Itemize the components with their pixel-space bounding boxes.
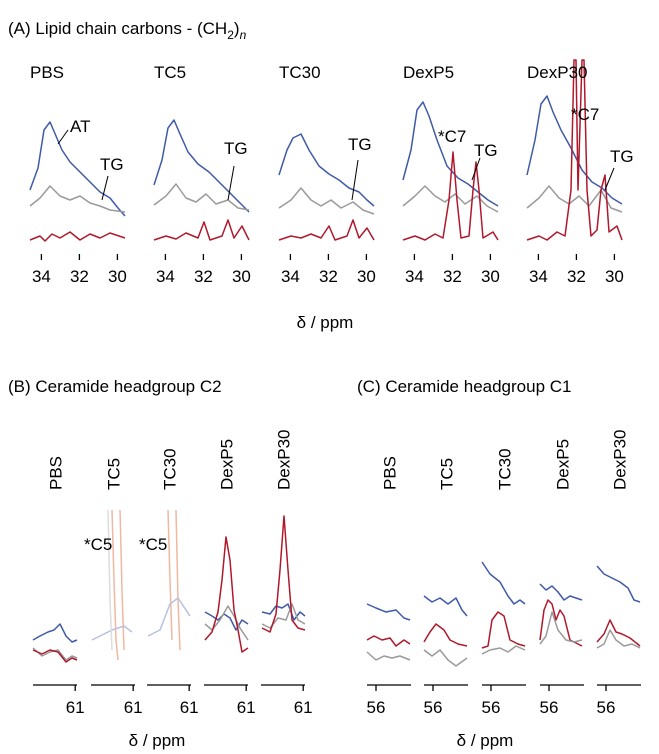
x-tick-label: 32 [194,267,213,286]
x-tick-label: 30 [357,267,376,286]
x-tick-label: 30 [605,267,624,286]
x-tick-label: 34 [281,267,300,286]
subpanel-label: TC30 [495,448,514,490]
subpanel-label: PBS [46,456,65,490]
annotation: *C7 [571,105,599,124]
subpanel-label: DexP5 [553,439,572,490]
x-axis-label: δ / ppm [457,731,514,750]
annotation: *C7 [438,127,466,146]
x-tick-label: 56 [424,698,443,717]
x-tick-label: 56 [367,698,386,717]
x-tick-label: 61 [294,698,313,717]
subpanel-label: DexP5 [403,63,454,82]
traces-bc [32,509,641,667]
panel-c-title: (C) Ceramide headgroup C1 [357,377,572,396]
x-axis-label: δ / ppm [297,313,354,332]
x-tick-label: 30 [232,267,251,286]
x-tick-label: 34 [156,267,175,286]
panel-b-title: (B) Ceramide headgroup C2 [8,377,222,396]
annotation: TG [224,139,248,158]
x-tick-label: 56 [482,698,501,717]
subpanel-label: TC5 [437,458,456,490]
x-tick-label: 61 [180,698,199,717]
x-tick-label: 34 [32,267,51,286]
subpanel-label: DexP5 [217,439,236,490]
x-tick-label: 56 [540,698,559,717]
subpanel-label: TC30 [160,448,179,490]
x-tick-label: 56 [597,698,616,717]
x-tick-label: 61 [237,698,256,717]
subpanel-label: DexP30 [527,63,587,82]
x-tick-label: 32 [70,267,89,286]
subpanel-label: PBS [30,63,64,82]
annotation: TG [100,155,124,174]
x-tick-label: 30 [481,267,500,286]
x-tick-label: 30 [108,267,127,286]
x-tick-label: 61 [124,698,143,717]
panel-a-title: (A) Lipid chain carbons - (CH2)n [8,19,247,42]
x-tick-label: 34 [529,267,548,286]
x-tick-label: 32 [443,267,462,286]
subpanel-label: PBS [380,456,399,490]
annotation: TG [474,141,498,160]
subpanel-label: TC5 [154,63,186,82]
x-tick-label: 32 [319,267,338,286]
annotation: TG [610,147,634,166]
annotation: *C5 [84,535,112,554]
traces-a [29,59,623,242]
subpanel-label: DexP30 [274,430,293,490]
subpanel-label: TC30 [279,63,321,82]
annotation: AT [70,117,90,136]
subpanel-label: DexP30 [610,430,629,490]
x-tick-label: 61 [66,698,85,717]
x-tick-label: 32 [567,267,586,286]
annotation: TG [348,135,372,154]
x-tick-label: 34 [405,267,424,286]
subpanel-label: TC5 [104,458,123,490]
x-axis-label: δ / ppm [129,731,186,750]
annotation: *C5 [139,535,167,554]
